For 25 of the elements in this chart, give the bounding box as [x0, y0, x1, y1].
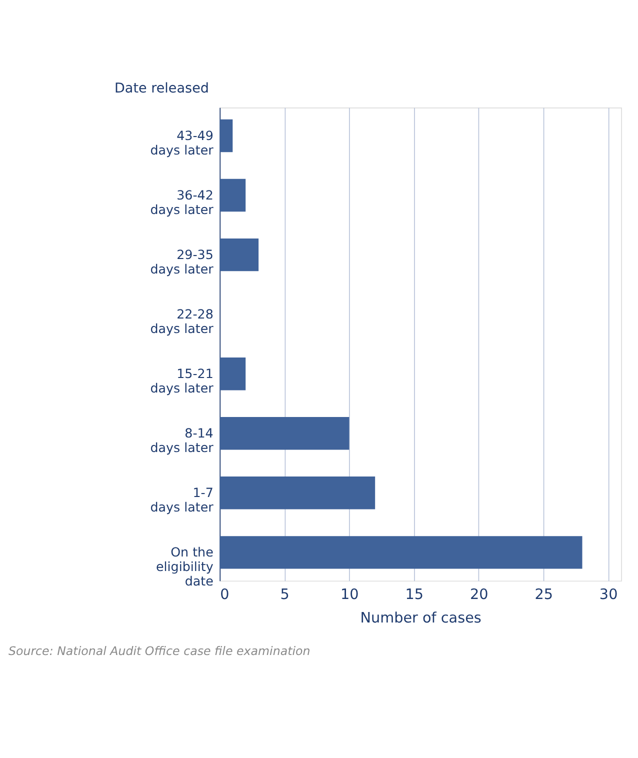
bar — [220, 119, 233, 152]
bar — [220, 476, 376, 510]
y-tick-label: On the eligibility date — [156, 544, 214, 588]
y-tick-label: 15-21 days later — [150, 366, 214, 396]
bar — [220, 536, 582, 569]
y-tick-label: 43-49 days later — [150, 128, 214, 158]
x-tick-label: 30 — [599, 586, 618, 603]
bar — [220, 238, 259, 272]
y-tick-label: 1-7 days later — [150, 485, 214, 514]
y-tick-label: 36-42 days later — [150, 188, 214, 217]
y-tick-label: 22-28 days later — [150, 306, 214, 336]
x-tick-label: 15 — [405, 586, 424, 603]
x-tick-label: 10 — [340, 586, 359, 603]
y-axis-title: Date released — [114, 80, 209, 97]
x-tick-label: 0 — [220, 586, 230, 603]
y-tick-label: 8-14 days later — [150, 426, 214, 455]
source-note: Source: National Audit Office case file examination — [8, 644, 310, 658]
x-tick-label: 5 — [280, 586, 290, 603]
y-tick-label: 29-35 days later — [150, 247, 214, 276]
x-tick-label: 20 — [470, 586, 488, 603]
bar — [220, 417, 350, 450]
x-tick-label: 25 — [534, 586, 553, 603]
bar — [220, 357, 246, 390]
x-axis-title: Number of cases — [360, 610, 482, 627]
bar — [220, 178, 246, 212]
